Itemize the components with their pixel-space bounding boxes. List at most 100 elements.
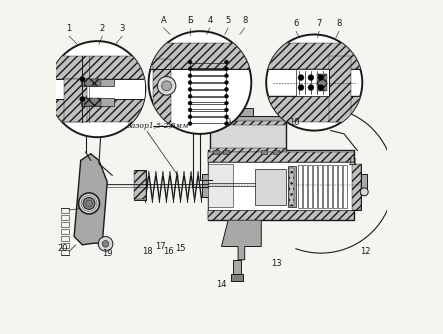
Bar: [64, 79, 87, 122]
Bar: [153, 59, 171, 126]
Bar: [338, 165, 342, 208]
Circle shape: [80, 76, 85, 82]
Polygon shape: [174, 171, 180, 202]
Circle shape: [98, 236, 113, 251]
Circle shape: [225, 101, 229, 105]
Circle shape: [188, 74, 192, 78]
Bar: [298, 165, 302, 208]
Bar: [190, 97, 226, 103]
Polygon shape: [152, 171, 159, 202]
Text: 7: 7: [316, 19, 322, 28]
Bar: [190, 83, 226, 89]
Circle shape: [225, 60, 229, 64]
Bar: [210, 121, 286, 125]
Text: 20: 20: [57, 243, 68, 253]
Circle shape: [102, 240, 109, 247]
Bar: [288, 166, 296, 207]
Text: 5: 5: [225, 16, 231, 25]
Bar: [84, 78, 101, 86]
Bar: [328, 165, 332, 208]
Bar: [84, 99, 101, 106]
Circle shape: [157, 76, 176, 95]
Bar: [233, 108, 253, 116]
Circle shape: [49, 41, 145, 137]
Circle shape: [188, 60, 192, 64]
Circle shape: [188, 115, 192, 119]
Circle shape: [162, 81, 171, 91]
Circle shape: [318, 74, 324, 80]
Bar: [208, 150, 354, 220]
Bar: [343, 165, 347, 208]
Bar: [206, 116, 289, 122]
Circle shape: [83, 197, 95, 209]
Circle shape: [78, 193, 100, 214]
Bar: [261, 150, 267, 154]
Circle shape: [225, 67, 229, 71]
Text: 3: 3: [120, 24, 125, 33]
Bar: [233, 260, 241, 275]
Text: 8: 8: [336, 19, 342, 28]
Bar: [61, 215, 69, 220]
Bar: [190, 90, 226, 96]
Text: 18: 18: [142, 247, 152, 256]
Bar: [273, 150, 279, 154]
Circle shape: [188, 80, 192, 85]
Bar: [223, 150, 229, 154]
Polygon shape: [159, 171, 167, 202]
Polygon shape: [222, 220, 261, 260]
Bar: [289, 168, 294, 206]
Bar: [323, 165, 327, 208]
Circle shape: [225, 122, 229, 126]
Circle shape: [298, 85, 304, 91]
Bar: [210, 121, 286, 152]
Polygon shape: [194, 171, 202, 202]
Bar: [255, 169, 286, 205]
Bar: [308, 165, 312, 208]
Bar: [81, 99, 114, 106]
Text: 1: 1: [66, 24, 72, 33]
Circle shape: [308, 74, 314, 80]
Circle shape: [225, 80, 229, 85]
Text: 10: 10: [289, 118, 299, 127]
Bar: [134, 171, 146, 199]
Polygon shape: [167, 171, 174, 202]
Bar: [208, 210, 354, 220]
Bar: [190, 111, 226, 116]
Text: Б: Б: [187, 16, 193, 25]
Bar: [213, 150, 219, 154]
Bar: [190, 118, 226, 123]
Bar: [190, 63, 226, 68]
Bar: [317, 74, 327, 91]
Bar: [318, 165, 322, 208]
Bar: [296, 69, 329, 96]
Bar: [134, 170, 146, 200]
Bar: [352, 164, 361, 210]
Bar: [266, 43, 362, 69]
Bar: [190, 69, 226, 75]
Text: 14: 14: [216, 280, 227, 289]
Circle shape: [188, 122, 192, 126]
Circle shape: [266, 34, 362, 131]
Text: 15: 15: [175, 243, 185, 253]
Circle shape: [188, 94, 192, 98]
Bar: [81, 78, 114, 86]
Circle shape: [188, 101, 192, 105]
Text: 19: 19: [102, 248, 113, 258]
Text: 11: 11: [347, 158, 358, 167]
Bar: [61, 208, 69, 213]
Bar: [210, 148, 286, 152]
Bar: [352, 164, 361, 210]
Text: 16: 16: [163, 247, 174, 256]
Text: Зазор1,5-2,5мм: Зазор1,5-2,5мм: [127, 122, 190, 130]
Circle shape: [225, 115, 229, 119]
Text: 17: 17: [155, 242, 166, 251]
Circle shape: [188, 67, 192, 71]
Bar: [49, 79, 145, 99]
Bar: [190, 76, 226, 82]
Bar: [61, 222, 69, 227]
Bar: [361, 174, 367, 190]
Text: А: А: [161, 16, 167, 25]
Bar: [231, 274, 243, 281]
Bar: [202, 174, 210, 197]
Bar: [208, 162, 354, 210]
